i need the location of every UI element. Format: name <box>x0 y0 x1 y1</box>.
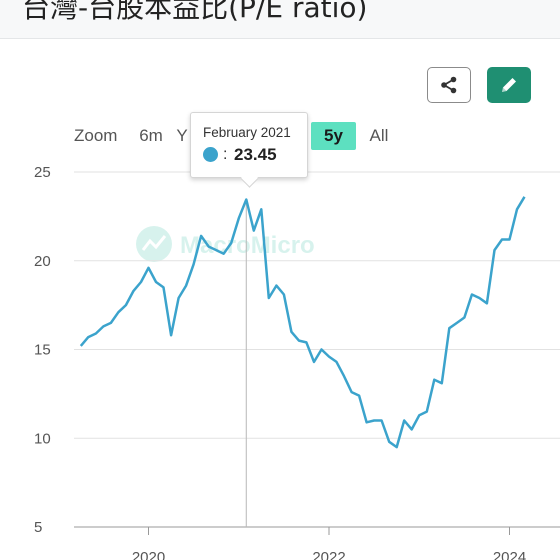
zoom-6m-button[interactable]: 6m <box>139 126 163 145</box>
tooltip: February 2021 : 23.45 <box>190 112 308 188</box>
zoom-y-button[interactable]: Y <box>176 126 188 145</box>
page-title: 台灣-台股本益比(P/E ratio) <box>22 0 368 24</box>
tooltip-date: February 2021 <box>203 125 291 140</box>
share-button[interactable] <box>427 67 471 103</box>
tooltip-value: 23.45 <box>234 145 277 164</box>
zoom-label: Zoom <box>74 126 118 145</box>
y-tick-label: 15 <box>34 342 51 359</box>
x-tick-label: 2020 <box>132 549 165 560</box>
y-tick-label: 25 <box>34 164 51 181</box>
x-tick-label: 2022 <box>312 549 345 560</box>
y-tick-label: 10 <box>34 430 51 447</box>
edit-button[interactable] <box>487 67 531 103</box>
page-header: 台灣-台股本益比(P/E ratio) <box>0 0 560 39</box>
zoom-5y-button[interactable]: 5y <box>311 122 356 150</box>
tooltip-separator: : <box>223 146 228 163</box>
series-dot-icon <box>203 147 218 162</box>
series-line <box>79 196 526 449</box>
x-tick-label: 2024 <box>493 549 526 560</box>
share-icon <box>441 76 457 94</box>
pencil-icon <box>502 78 516 92</box>
zoom-all-button[interactable]: All <box>369 126 389 145</box>
y-tick-label: 5 <box>34 519 42 536</box>
y-tick-label: 20 <box>34 253 51 270</box>
